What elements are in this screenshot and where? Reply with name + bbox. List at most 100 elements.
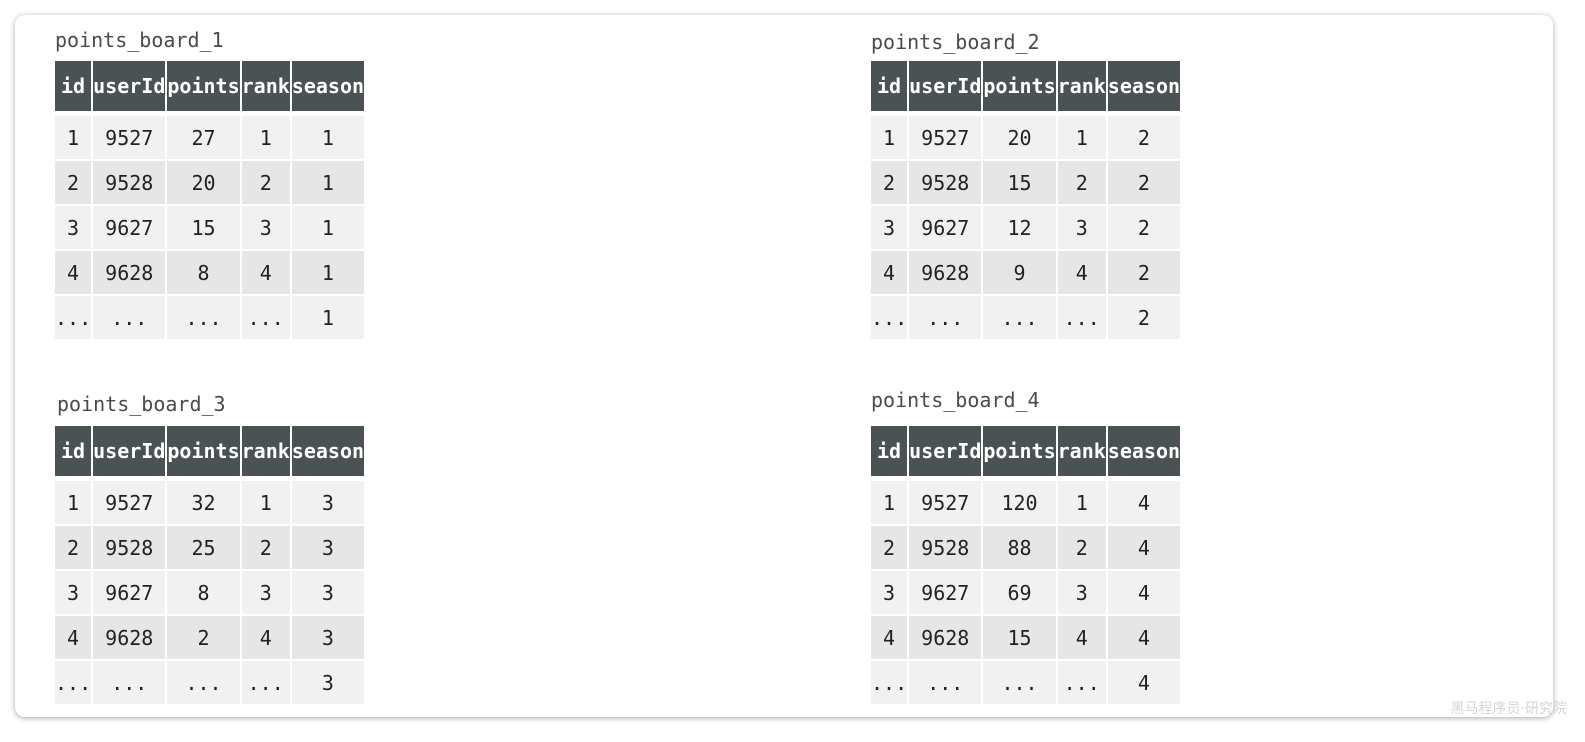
cell-id: 2	[871, 526, 908, 569]
cell-id: 3	[55, 206, 92, 249]
board-title: points_board_2	[871, 30, 1040, 54]
table-row: ... ... ... ... 3	[55, 661, 365, 704]
table-row: 4 9628 8 4 1	[55, 251, 365, 294]
cell-points: 8	[167, 571, 240, 614]
board-table: id userId points rank season 1 9527 27 1…	[53, 59, 366, 341]
cell-points: 20	[167, 161, 240, 204]
cell-id: 4	[55, 251, 92, 294]
cell-points: 15	[167, 206, 240, 249]
column-header-season: season	[291, 61, 365, 111]
board-table: id userId points rank season 1 9527 3 2 1…	[53, 424, 366, 706]
cell-id: 1	[871, 478, 908, 524]
cell-season: 4	[1107, 526, 1181, 569]
cell-userid: ...	[909, 296, 982, 339]
column-header-id: id	[55, 61, 92, 111]
column-header-season: season	[1107, 61, 1181, 111]
cell-id: ...	[871, 661, 908, 704]
table-row: 4 9628 2 4 3	[55, 616, 365, 659]
board-title: points_board_1	[55, 28, 224, 52]
cell-id: 4	[55, 616, 92, 659]
cell-rank: 4	[241, 251, 290, 294]
cell-rank: 2	[241, 161, 290, 204]
cell-rank: 1	[1057, 478, 1106, 524]
cell-id: 1	[55, 478, 92, 524]
cell-id: 4	[871, 616, 908, 659]
cell-points: ...	[983, 296, 1056, 339]
column-header-season: season	[1107, 426, 1181, 476]
cell-userid: ...	[93, 661, 166, 704]
cell-userid: 9528	[909, 526, 982, 569]
table-row: 3 9627 15 3 1	[55, 206, 365, 249]
cell-id: 1	[55, 113, 92, 159]
cell-rank: 3	[1057, 571, 1106, 614]
cell-rank: 4	[241, 616, 290, 659]
cell-rank: 1	[1057, 113, 1106, 159]
cell-points: 120	[983, 478, 1056, 524]
cell-rank: ...	[241, 296, 290, 339]
cell-season: 3	[291, 478, 365, 524]
cell-id: ...	[55, 296, 92, 339]
cell-season: 3	[291, 616, 365, 659]
cell-season: 4	[1107, 571, 1181, 614]
column-header-id: id	[55, 426, 92, 476]
table-row: 4 9628 9 4 2	[871, 251, 1181, 294]
column-header-points: points	[983, 426, 1056, 476]
cell-id: 3	[871, 206, 908, 249]
watermark: 黑马程序员·研究院	[1450, 701, 1567, 717]
board-table: id userId points rank season 1 9527 20 1…	[869, 59, 1182, 341]
cell-userid: 9628	[909, 616, 982, 659]
cell-userid: ...	[909, 661, 982, 704]
cell-rank: 2	[1057, 161, 1106, 204]
cell-rank: ...	[1057, 661, 1106, 704]
cell-userid: 9528	[93, 161, 166, 204]
cell-points: ...	[983, 661, 1056, 704]
column-header-points: points	[167, 61, 240, 111]
cell-rank: 3	[241, 571, 290, 614]
cell-userid: 9627	[909, 206, 982, 249]
cell-id: 2	[55, 526, 92, 569]
column-header-rank: rank	[1057, 426, 1106, 476]
column-header-season: season	[291, 426, 365, 476]
cell-rank: 3	[241, 206, 290, 249]
table-row: 1 9527 20 1 2	[871, 113, 1181, 159]
cell-points: ...	[167, 296, 240, 339]
header-row: id userId points rank season	[871, 61, 1181, 111]
cell-id: 2	[55, 161, 92, 204]
cell-season: 4	[1107, 661, 1181, 704]
cell-season: 3	[291, 661, 365, 704]
cell-season: 2	[1107, 161, 1181, 204]
cell-points: 69	[983, 571, 1056, 614]
cell-season: 3	[291, 526, 365, 569]
cell-rank: ...	[1057, 296, 1106, 339]
cell-rank: 1	[241, 113, 290, 159]
table-row: ... ... ... ... 2	[871, 296, 1181, 339]
cell-rank: 1	[241, 478, 290, 524]
table-row: 3 9627 69 3 4	[871, 571, 1181, 614]
header-row: id userId points rank season	[55, 426, 365, 476]
table-row: 3 9627 12 3 2	[871, 206, 1181, 249]
cell-userid: 9628	[93, 616, 166, 659]
cell-season: 1	[291, 161, 365, 204]
cell-rank: 3	[1057, 206, 1106, 249]
cell-points: 27	[167, 113, 240, 159]
table-row: 1 9527 27 1 1	[55, 113, 365, 159]
cell-season: 4	[1107, 616, 1181, 659]
column-header-userid: userId	[909, 426, 982, 476]
cell-userid: 9628	[909, 251, 982, 294]
board-title: points_board_4	[871, 388, 1040, 412]
cell-id: 4	[871, 251, 908, 294]
cell-userid: 9527	[93, 478, 166, 524]
cell-id: ...	[871, 296, 908, 339]
cell-season: 2	[1107, 296, 1181, 339]
cell-rank: 4	[1057, 616, 1106, 659]
cell-season: 3	[291, 571, 365, 614]
column-header-userid: userId	[93, 61, 166, 111]
cell-season: 1	[291, 251, 365, 294]
table-row: 2 9528 88 2 4	[871, 526, 1181, 569]
column-header-id: id	[871, 61, 908, 111]
table-row: 2 9528 15 2 2	[871, 161, 1181, 204]
cell-points: 8	[167, 251, 240, 294]
cell-points: 12	[983, 206, 1056, 249]
table-row: 3 9627 8 3 3	[55, 571, 365, 614]
column-header-points: points	[983, 61, 1056, 111]
